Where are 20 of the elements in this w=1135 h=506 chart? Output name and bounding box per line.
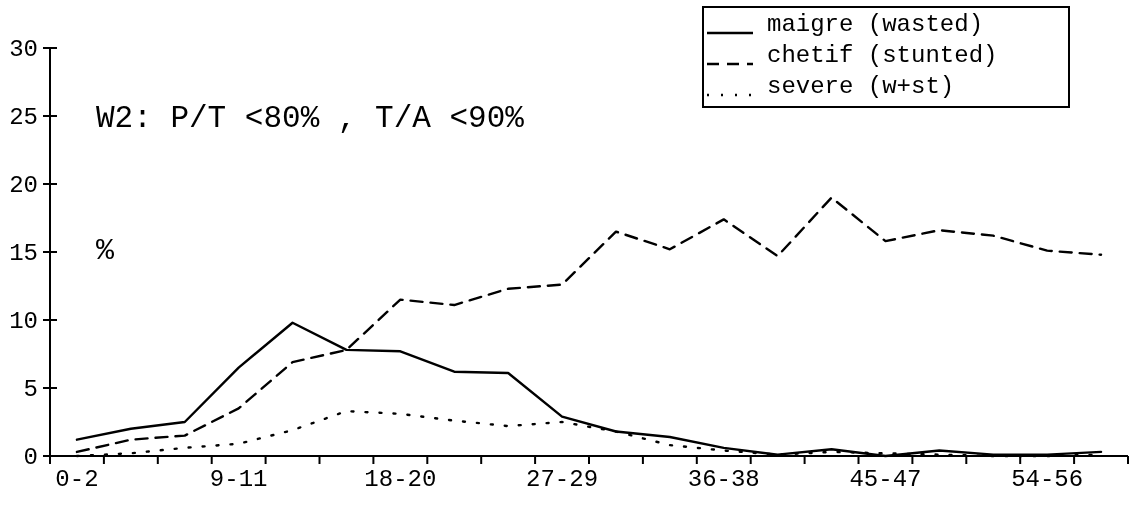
x-tick-label: 18-20 — [364, 466, 437, 493]
y-axis-title: % — [96, 233, 115, 268]
y-tick-label: 20 — [9, 172, 38, 200]
y-tick-label: 25 — [9, 104, 38, 132]
x-tick-label: 36-38 — [687, 466, 760, 493]
x-tick-label: 27-29 — [526, 466, 599, 493]
x-tick-label: 45-47 — [849, 466, 922, 493]
y-tick-label: 5 — [23, 376, 38, 404]
legend-label: maigre (wasted) — [767, 11, 984, 38]
legend-label: chetif (stunted) — [767, 42, 998, 69]
y-tick-label: 30 — [9, 36, 38, 64]
annotation: W2: P/T <80% , T/A <90% — [96, 100, 525, 136]
line-series — [75, 196, 1103, 454]
y-tick-label: 10 — [9, 308, 38, 336]
x-tick-label: 0-2 — [55, 466, 99, 493]
x-tick-label: 9-11 — [209, 466, 268, 493]
legend-label: severe (w+st) — [767, 73, 955, 100]
x-tick-label: 54-56 — [1011, 466, 1084, 493]
y-tick-label: 15 — [9, 240, 38, 268]
y-tick-label: 0 — [23, 444, 38, 472]
